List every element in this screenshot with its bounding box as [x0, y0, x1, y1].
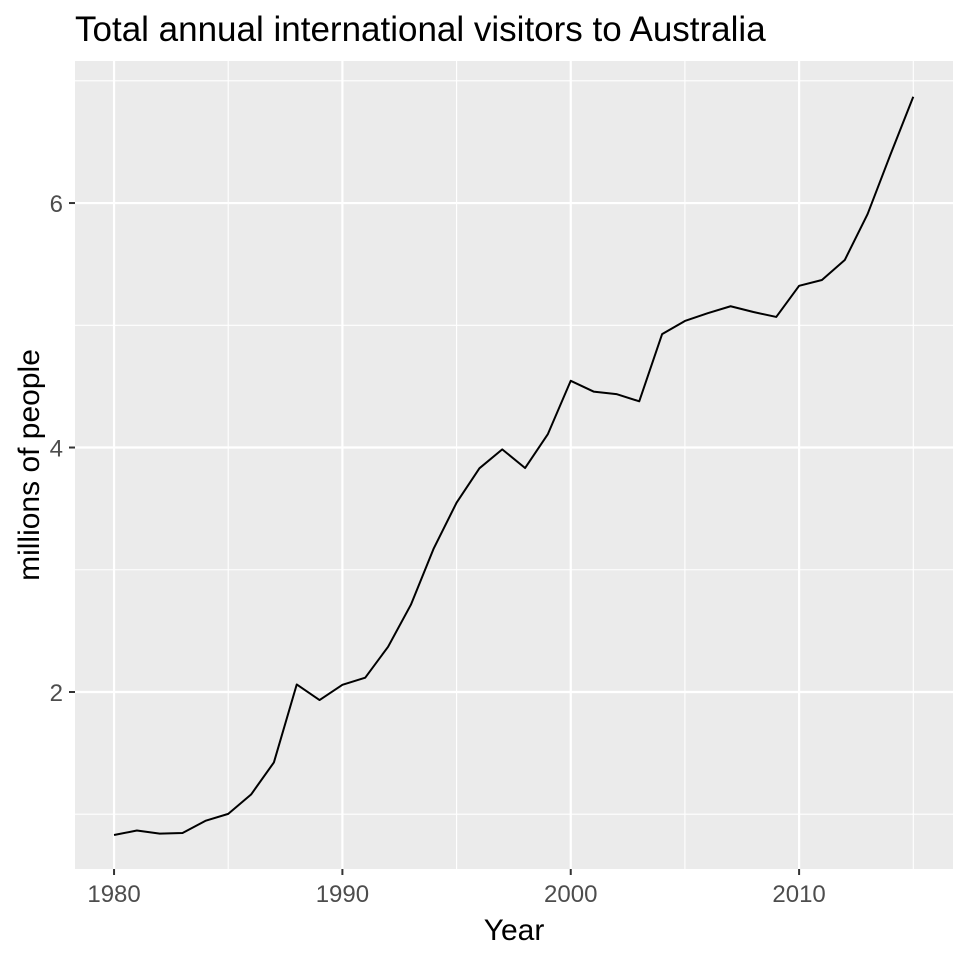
chart-title: Total annual international visitors to A… [75, 10, 766, 49]
x-axis-tick-label: 1980 [87, 881, 140, 908]
y-axis-tick-label: 6 [50, 191, 63, 218]
y-axis-title: millions of people [13, 349, 46, 581]
x-axis-tick-label: 1990 [316, 881, 369, 908]
x-axis-tick-label: 2000 [544, 881, 597, 908]
y-axis-tick-label: 4 [50, 436, 63, 463]
x-axis-tick-label: 2010 [772, 881, 825, 908]
x-axis-title: Year [483, 914, 545, 947]
data-line-international-visitors-millions [113, 96, 915, 837]
y-axis-tick-label: 2 [50, 680, 63, 707]
panel-background [75, 61, 953, 869]
